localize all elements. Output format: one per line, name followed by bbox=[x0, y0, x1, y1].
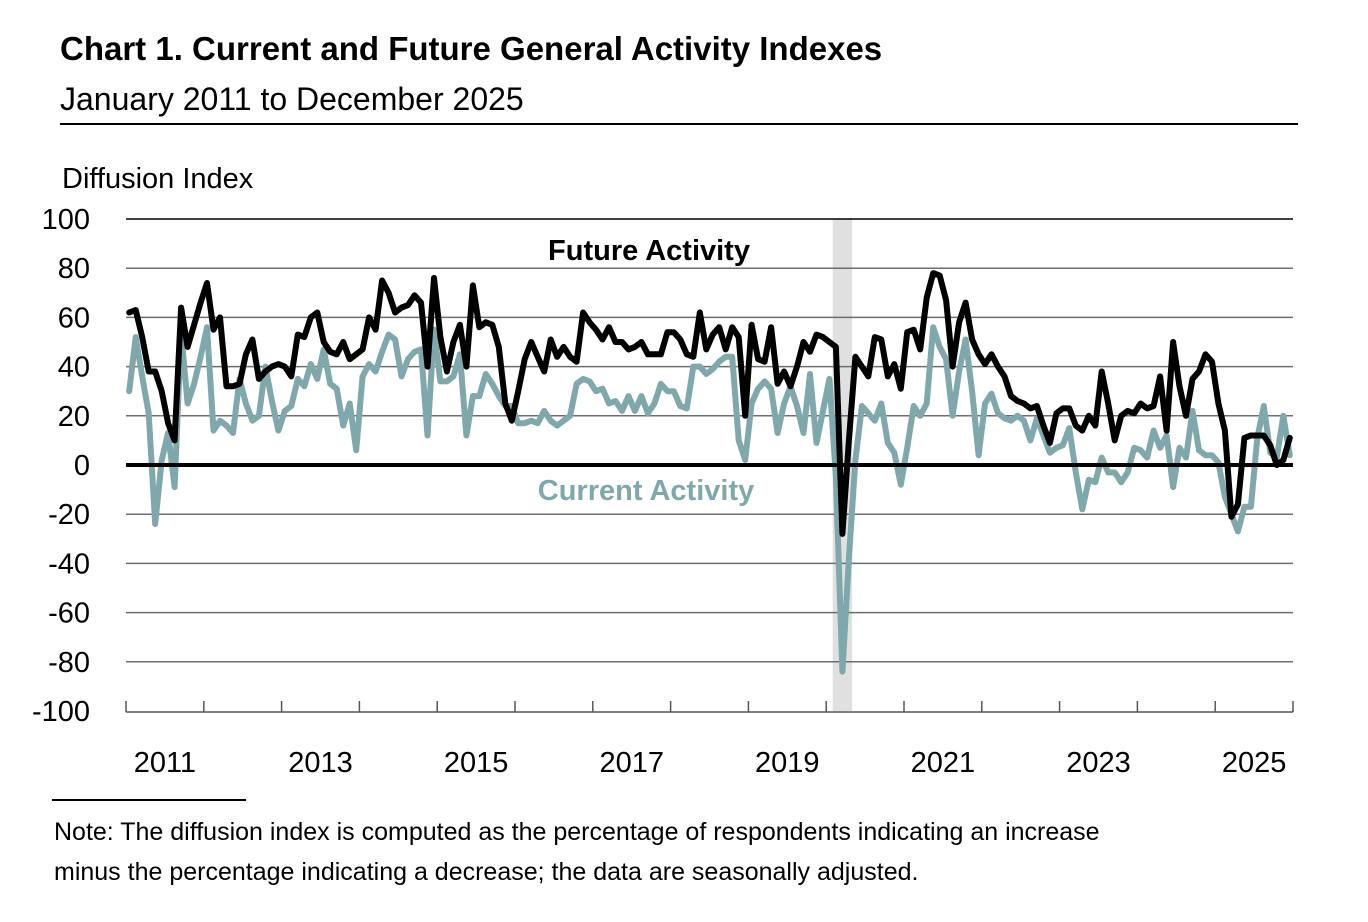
series-label-current: Current Activity bbox=[538, 475, 754, 507]
x-tick-label: 2013 bbox=[288, 747, 353, 779]
y-tick-label: 100 bbox=[42, 204, 90, 236]
x-tick-label: 2023 bbox=[1066, 747, 1131, 779]
x-tick-label: 2015 bbox=[444, 747, 509, 779]
series-lines bbox=[126, 270, 1293, 675]
x-tick-label: 2021 bbox=[911, 747, 976, 779]
y-tick-label: 60 bbox=[58, 302, 90, 334]
x-tick-label: 2025 bbox=[1222, 747, 1287, 779]
note-line-2: minus the percentage indicating a decrea… bbox=[54, 858, 918, 886]
y-tick-label: 20 bbox=[58, 401, 90, 433]
y-tick-label: 40 bbox=[58, 352, 90, 384]
y-tick-label: -20 bbox=[48, 499, 90, 531]
note-line-1: Note: The diffusion index is computed as… bbox=[54, 818, 1100, 846]
current-activity-line bbox=[126, 324, 1293, 675]
x-tick-label: 2019 bbox=[755, 747, 820, 779]
y-tick-label: 80 bbox=[58, 253, 90, 285]
y-tick-label: -60 bbox=[48, 598, 90, 630]
x-axis: 2011 2013 2015 2017 2019 2021 2023 2025 bbox=[125, 701, 1294, 779]
chart-title: Chart 1. Current and Future General Acti… bbox=[60, 30, 882, 67]
gridlines bbox=[126, 218, 1293, 663]
y-tick-label: -100 bbox=[32, 696, 90, 728]
y-axis-label: Diffusion Index bbox=[62, 163, 254, 195]
y-tick-label: 0 bbox=[74, 450, 90, 482]
y-tick-label: -80 bbox=[48, 647, 90, 679]
y-tick-label: -40 bbox=[48, 548, 90, 580]
chart-subtitle: January 2011 to December 2025 bbox=[60, 81, 524, 117]
x-tick-label: 2017 bbox=[599, 747, 664, 779]
y-tick-labels: 100 80 60 40 20 0 -20 -40 -60 -80 -100 bbox=[32, 204, 90, 728]
series-label-future: Future Activity bbox=[548, 235, 750, 267]
future-activity-line bbox=[126, 270, 1293, 537]
x-tick-label: 2011 bbox=[134, 747, 196, 779]
